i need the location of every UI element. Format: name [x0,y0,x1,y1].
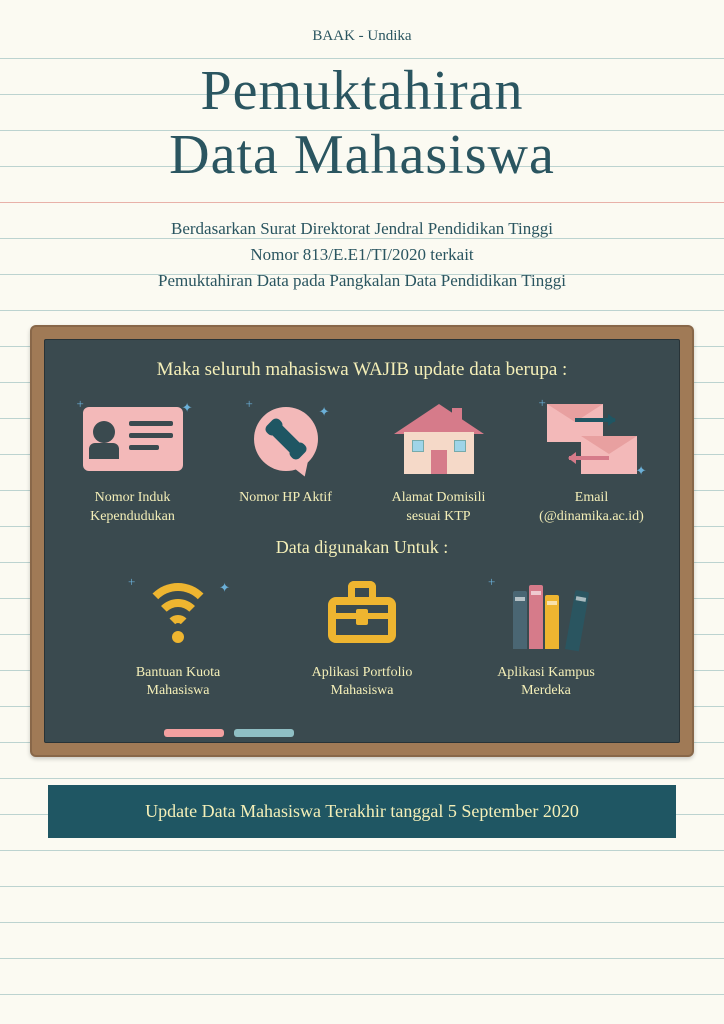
chalk-blue-icon [234,729,294,737]
item-nik: + ✦ Nomor Induk Kependudukan [60,399,205,527]
title-line-2: Data Mahasiswa [0,123,724,187]
phone-icon: + ✦ [213,399,358,479]
item-label: Aplikasi Kampus [458,664,634,683]
item-label: Mahasiswa [90,682,266,701]
envelope-icon: + ✦ [519,399,664,479]
item-label: sesuai KTP [366,508,511,527]
wifi-icon: + ✦ [90,574,266,654]
paper-rule-line [0,922,724,923]
item-kampus-merdeka: + Aplikasi Kampus Merdeka [458,574,634,702]
item-portfolio: Aplikasi Portfolio Mahasiswa [274,574,450,702]
subtitle-line-1: Berdasarkan Surat Direktorat Jendral Pen… [0,216,724,242]
subtitle-line-3: Pemuktahiran Data pada Pangkalan Data Pe… [0,268,724,294]
paper-rule-line [0,958,724,959]
chalk-pink-icon [164,729,224,737]
books-icon: + [458,574,634,654]
paper-rule-line [0,850,724,851]
item-label: Email [519,489,664,508]
item-label: Nomor Induk [60,489,205,508]
deadline-banner: Update Data Mahasiswa Terakhir tanggal 5… [48,785,676,838]
paper-rule-line [0,202,724,203]
required-items-row: + ✦ Nomor Induk Kependudukan + ✦ Nomor H [60,399,664,527]
item-phone: + ✦ Nomor HP Aktif [213,399,358,527]
usage-heading: Data digunakan Untuk : [60,537,664,558]
paper-rule-line [0,778,724,779]
briefcase-icon [274,574,450,654]
item-label: Nomor HP Aktif [213,489,358,508]
paper-rule-line [0,994,724,995]
main-title: Pemuktahiran Data Mahasiswa [0,59,724,188]
item-label: Mahasiswa [274,682,450,701]
item-label: Aplikasi Portfolio [274,664,450,683]
chalkboard-frame: Maka seluruh mahasiswa WAJIB update data… [30,325,694,758]
subtitle-block: Berdasarkan Surat Direktorat Jendral Pen… [0,216,724,295]
required-data-heading: Maka seluruh mahasiswa WAJIB update data… [60,359,664,381]
item-label: (@dinamika.ac.id) [519,508,664,527]
usage-items-row: + ✦ Bantuan Kuota Mahasiswa Aplikasi Por… [60,574,664,702]
item-label: Kependudukan [60,508,205,527]
paper-rule-line [0,886,724,887]
subtitle-line-2: Nomor 813/E.E1/TI/2020 terkait [0,242,724,268]
item-label: Bantuan Kuota [90,664,266,683]
item-quota: + ✦ Bantuan Kuota Mahasiswa [90,574,266,702]
title-line-1: Pemuktahiran [0,59,724,123]
item-label: Merdeka [458,682,634,701]
id-card-icon: + ✦ [60,399,205,479]
item-address: Alamat Domisili sesuai KTP [366,399,511,527]
house-icon [366,399,511,479]
organization-label: BAAK - Undika [0,0,724,45]
item-label: Alamat Domisili [366,489,511,508]
paper-rule-line [0,310,724,311]
chalk-tray [164,729,294,737]
item-email: + ✦ Email (@dinamika.ac.id) [519,399,664,527]
chalkboard: Maka seluruh mahasiswa WAJIB update data… [44,339,680,744]
